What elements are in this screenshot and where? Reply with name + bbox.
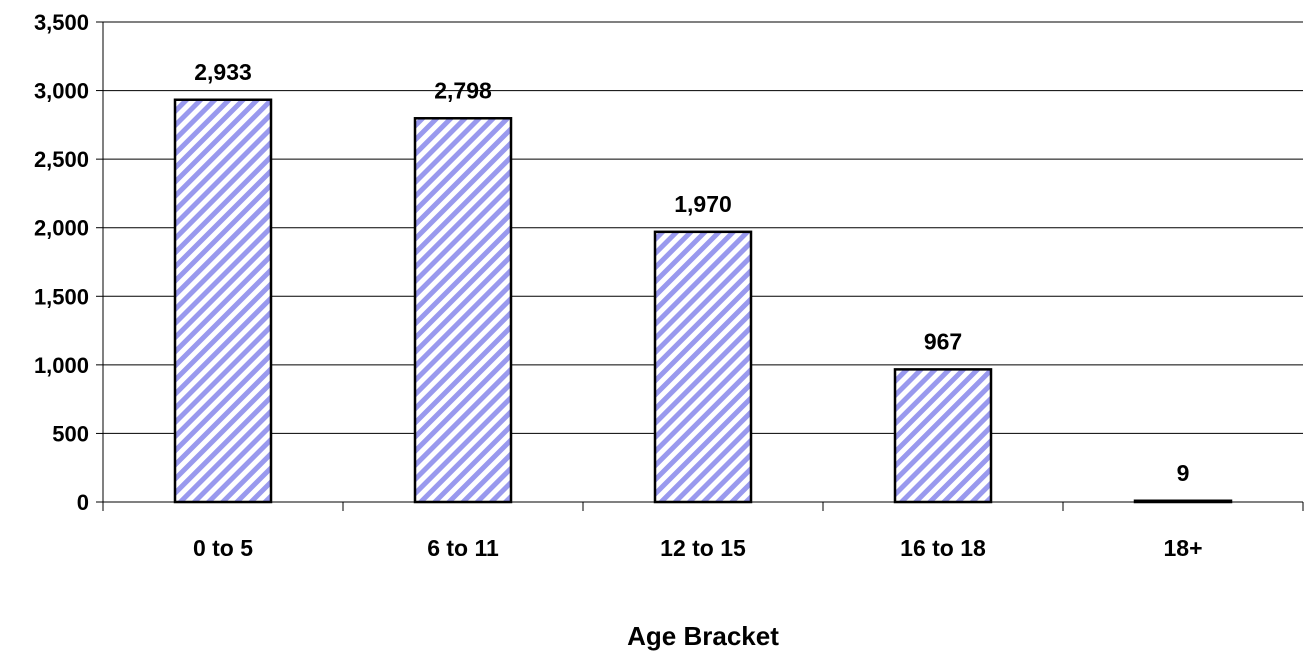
y-tick-label: 3,000: [34, 79, 89, 104]
x-axis-title: Age Bracket: [627, 621, 779, 651]
bars: [173, 98, 1233, 504]
x-tick-label: 18+: [1163, 535, 1202, 561]
y-tick-label: 1,500: [34, 284, 89, 309]
y-tick-label: 2,500: [34, 147, 89, 172]
data-label: 9: [1177, 460, 1190, 486]
x-tick-label: 16 to 18: [900, 535, 986, 561]
axes: 0 500 1,000 1,500 2,000 2,500 3,000 3,500: [34, 10, 1304, 515]
data-label: 967: [924, 328, 962, 354]
bar: [893, 368, 993, 504]
x-tick-label: 0 to 5: [193, 535, 253, 561]
x-tick-label: 12 to 15: [660, 535, 746, 561]
data-label: 2,798: [434, 77, 492, 103]
y-tick-label: 3,500: [34, 10, 89, 35]
y-tick-label: 1,000: [34, 353, 89, 378]
labels: 2,933 0 to 5 2,798 6 to 11 1,970 12 to 15 967 1…: [193, 59, 1203, 561]
bar: [173, 98, 273, 504]
y-tick-label: 0: [77, 490, 89, 515]
y-tick-label: 500: [52, 421, 89, 446]
bar: [653, 230, 753, 504]
bar: [1133, 499, 1233, 504]
y-tick-label: 2,000: [34, 216, 89, 241]
bar: [413, 117, 513, 504]
data-label: 1,970: [674, 191, 732, 217]
data-label: 2,933: [194, 59, 252, 85]
x-tick-label: 6 to 11: [427, 535, 499, 561]
